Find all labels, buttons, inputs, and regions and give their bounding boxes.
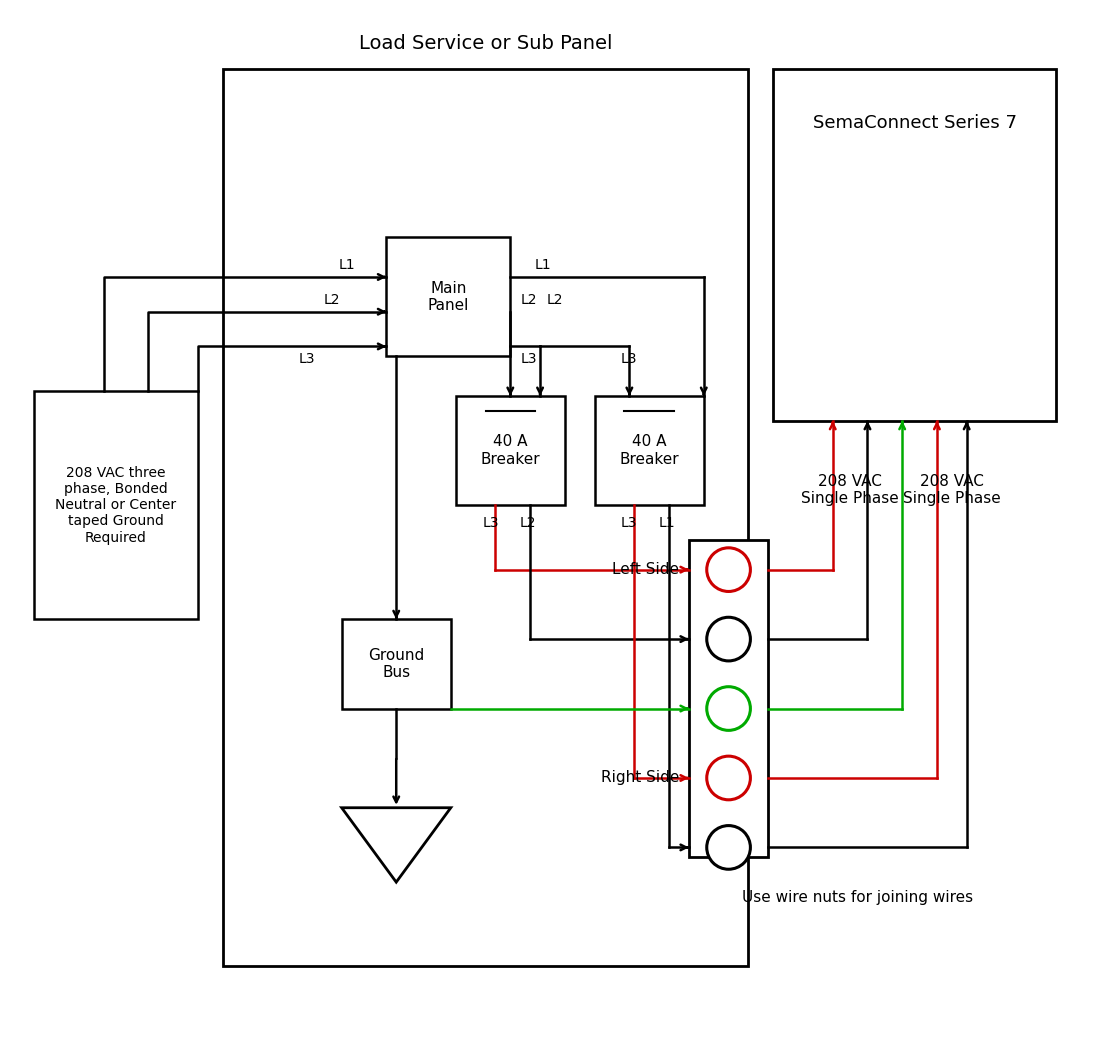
Text: SemaConnect Series 7: SemaConnect Series 7 — [813, 114, 1016, 132]
Text: L2: L2 — [323, 293, 340, 307]
Text: 40 A
Breaker: 40 A Breaker — [619, 435, 679, 467]
Text: Right Side: Right Side — [601, 771, 679, 785]
Circle shape — [706, 825, 750, 869]
Bar — [386, 237, 510, 356]
Bar — [595, 396, 704, 505]
Bar — [455, 396, 565, 505]
Text: Load Service or Sub Panel: Load Service or Sub Panel — [359, 35, 613, 54]
Circle shape — [706, 548, 750, 591]
Bar — [222, 68, 748, 966]
Text: Use wire nuts for joining wires: Use wire nuts for joining wires — [742, 889, 974, 904]
Text: L1: L1 — [535, 258, 552, 272]
Bar — [773, 68, 1056, 421]
Text: Ground
Bus: Ground Bus — [368, 648, 425, 680]
Bar — [689, 540, 768, 858]
Bar — [342, 620, 451, 709]
Text: L3: L3 — [482, 516, 498, 530]
Text: L2: L2 — [547, 293, 563, 307]
Text: 208 VAC
Single Phase: 208 VAC Single Phase — [801, 475, 899, 506]
Text: L3: L3 — [520, 353, 537, 366]
Circle shape — [706, 687, 750, 731]
Text: L3: L3 — [621, 353, 638, 366]
Text: L2: L2 — [520, 516, 537, 530]
Text: L3: L3 — [621, 516, 638, 530]
Text: L1: L1 — [659, 516, 675, 530]
Text: Main
Panel: Main Panel — [428, 280, 469, 313]
Text: Left Side: Left Side — [612, 562, 679, 578]
Text: 208 VAC three
phase, Bonded
Neutral or Center
taped Ground
Required: 208 VAC three phase, Bonded Neutral or C… — [55, 466, 176, 545]
Text: L3: L3 — [299, 353, 316, 366]
Text: 208 VAC
Single Phase: 208 VAC Single Phase — [903, 475, 1001, 506]
Circle shape — [706, 756, 750, 800]
Bar — [34, 391, 198, 620]
Text: L2: L2 — [520, 293, 537, 307]
Text: L1: L1 — [339, 258, 355, 272]
Circle shape — [706, 617, 750, 660]
Text: 40 A
Breaker: 40 A Breaker — [481, 435, 540, 467]
